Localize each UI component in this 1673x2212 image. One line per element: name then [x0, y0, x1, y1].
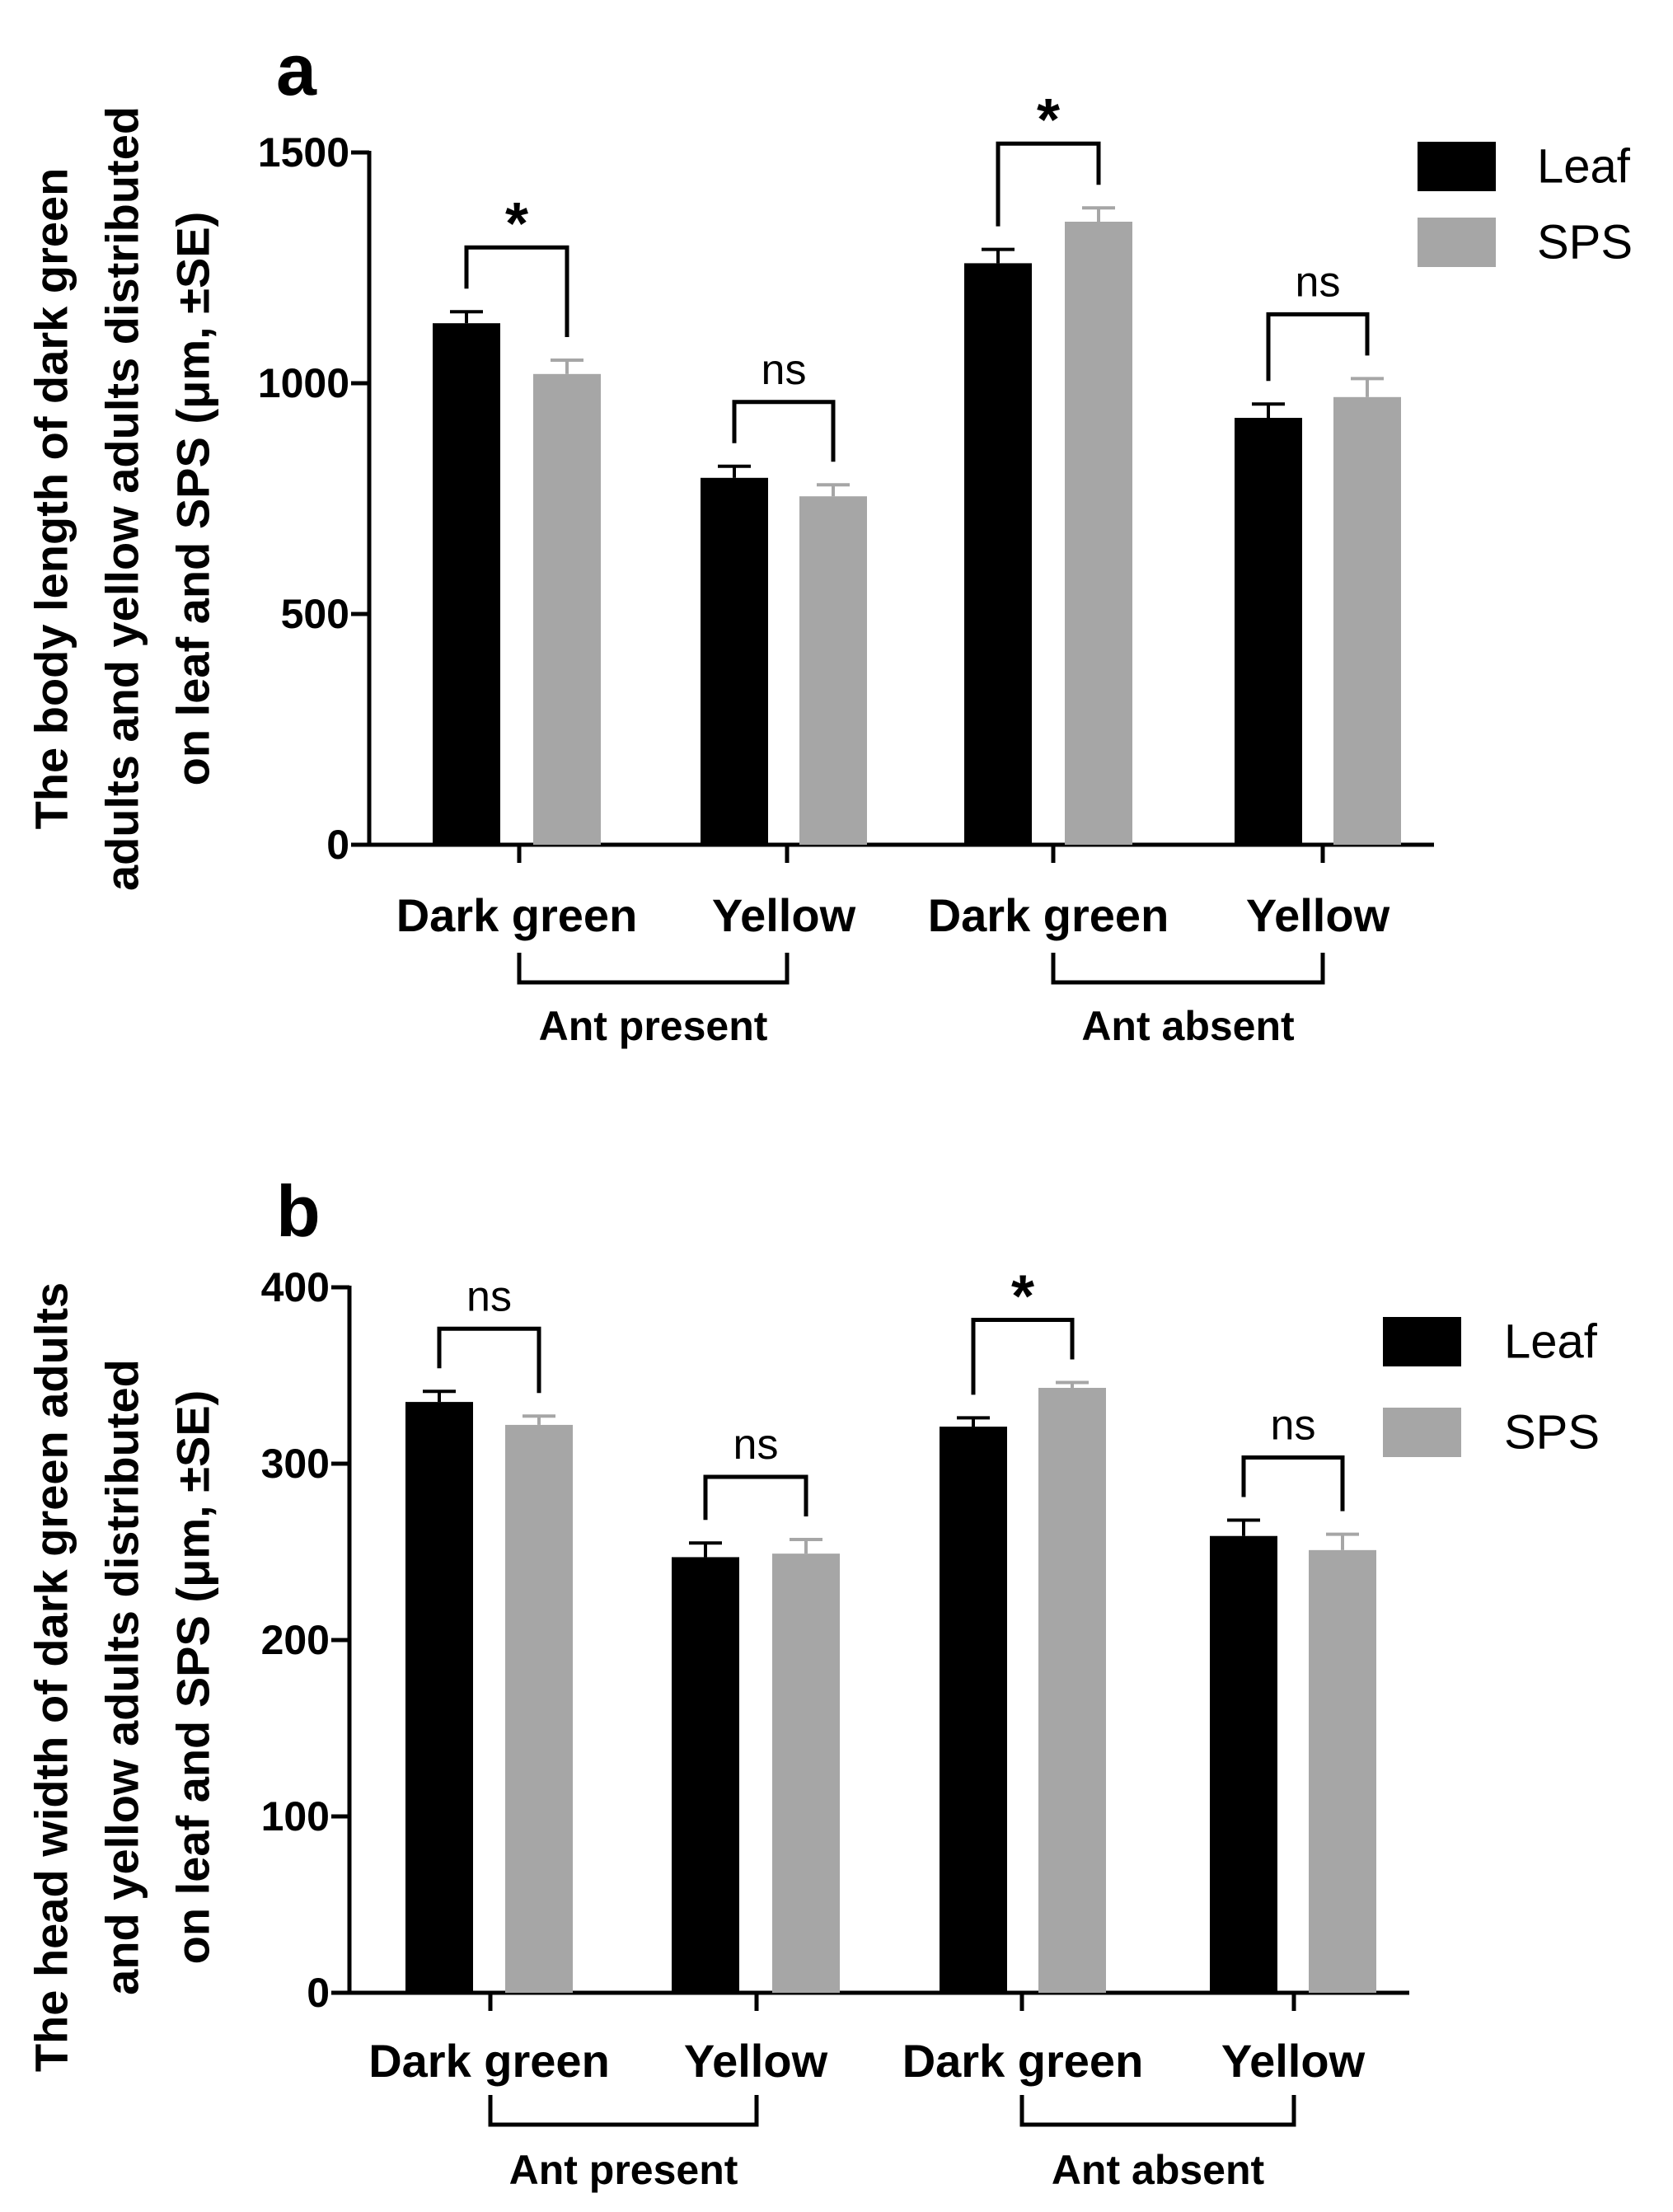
bar-leaf: [701, 477, 768, 845]
bar-leaf: [672, 1557, 739, 1993]
y-tick-label: 300: [261, 1441, 330, 1487]
x-category-label: Yellow: [712, 889, 856, 941]
group-bracket: [517, 953, 790, 985]
x-category-label: Dark green: [902, 2035, 1144, 2087]
legend-label-leaf: Leaf: [1537, 140, 1631, 194]
x-category-label: Yellow: [1221, 2035, 1366, 2087]
significance-bracket: [1241, 1455, 1345, 1511]
y-axis-title-line: The body length of dark green: [26, 168, 77, 830]
bar-leaf: [405, 1402, 473, 1993]
legend-label-sps: SPS: [1537, 216, 1633, 269]
y-tick-label: 200: [261, 1617, 330, 1663]
bar-sps: [533, 373, 601, 845]
bar-sps: [505, 1424, 573, 1993]
bar-sps: [1333, 396, 1401, 845]
x-category-label: Yellow: [684, 2035, 828, 2087]
group-bracket: [1019, 2095, 1296, 2127]
y-axis-title-line: The head width of dark green adults: [26, 1282, 77, 2072]
bar-sps: [799, 496, 867, 845]
group-bracket: [1051, 953, 1325, 985]
bar-sps: [772, 1554, 840, 1993]
legend-swatch-leaf: [1418, 142, 1496, 191]
panel-b: b The head width of dark green adults and …: [26, 1170, 1600, 2193]
significance-bracket: [996, 141, 1101, 227]
y-tick-label: 0: [326, 822, 349, 868]
panel-a: a The body length of dark green adults and…: [26, 29, 1633, 1049]
y-tick-label: 100: [261, 1793, 330, 1839]
y-axis-title-line: on leaf and SPS (μm, ±SE): [167, 1390, 219, 1965]
y-tick-label: 500: [281, 591, 349, 637]
bar-leaf: [940, 1427, 1007, 1993]
significance-label: ns: [1271, 1401, 1316, 1449]
bar-leaf: [964, 263, 1032, 845]
bar-sps: [1065, 222, 1132, 845]
significance-label: ns: [762, 346, 807, 394]
bar-leaf: [433, 323, 500, 845]
y-tick-label: 1500: [258, 129, 349, 176]
significance-bracket: [703, 1474, 808, 1521]
bar-leaf: [1210, 1535, 1277, 1993]
panel-label: b: [276, 1170, 321, 1252]
group-label: Ant present: [539, 1003, 768, 1049]
y-tick-label: 0: [307, 1970, 330, 2016]
significance-label: ns: [466, 1272, 512, 1320]
legend-swatch-sps: [1418, 218, 1496, 267]
significance-label: *: [505, 191, 528, 257]
y-axis-title-line: on leaf and SPS (μm, ±SE): [167, 212, 219, 786]
bar-sps: [1309, 1549, 1376, 1993]
significance-label: *: [1037, 87, 1060, 153]
x-category-label: Yellow: [1246, 889, 1390, 941]
significance-label: *: [1011, 1264, 1034, 1330]
legend-label-sps: SPS: [1504, 1406, 1600, 1460]
x-category-label: Dark green: [396, 889, 638, 941]
significance-bracket: [464, 245, 569, 337]
bar-leaf: [1235, 418, 1302, 845]
significance-label: ns: [733, 1421, 779, 1469]
y-tick-label: 400: [261, 1264, 330, 1310]
group-label: Ant present: [509, 2147, 738, 2193]
significance-label: ns: [1296, 258, 1341, 306]
significance-bracket: [732, 400, 836, 462]
significance-bracket: [437, 1326, 541, 1394]
significance-bracket: [971, 1318, 1075, 1395]
group-bracket: [488, 2095, 759, 2127]
group-label: Ant absent: [1081, 1003, 1295, 1049]
y-axis-title-line: and yellow adults distributed: [96, 1359, 148, 1995]
panel-label: a: [276, 29, 317, 110]
group-label: Ant absent: [1052, 2147, 1265, 2193]
x-category-label: Dark green: [928, 889, 1169, 941]
y-axis-title-line: adults and yellow adults distributed: [96, 106, 148, 891]
legend-swatch-sps: [1383, 1408, 1461, 1457]
legend-swatch-leaf: [1383, 1317, 1461, 1366]
y-tick-label: 1000: [258, 360, 349, 406]
bar-sps: [1038, 1387, 1106, 1993]
x-category-label: Dark green: [368, 2035, 610, 2087]
legend-label-leaf: Leaf: [1504, 1315, 1598, 1369]
significance-bracket: [1266, 312, 1370, 382]
